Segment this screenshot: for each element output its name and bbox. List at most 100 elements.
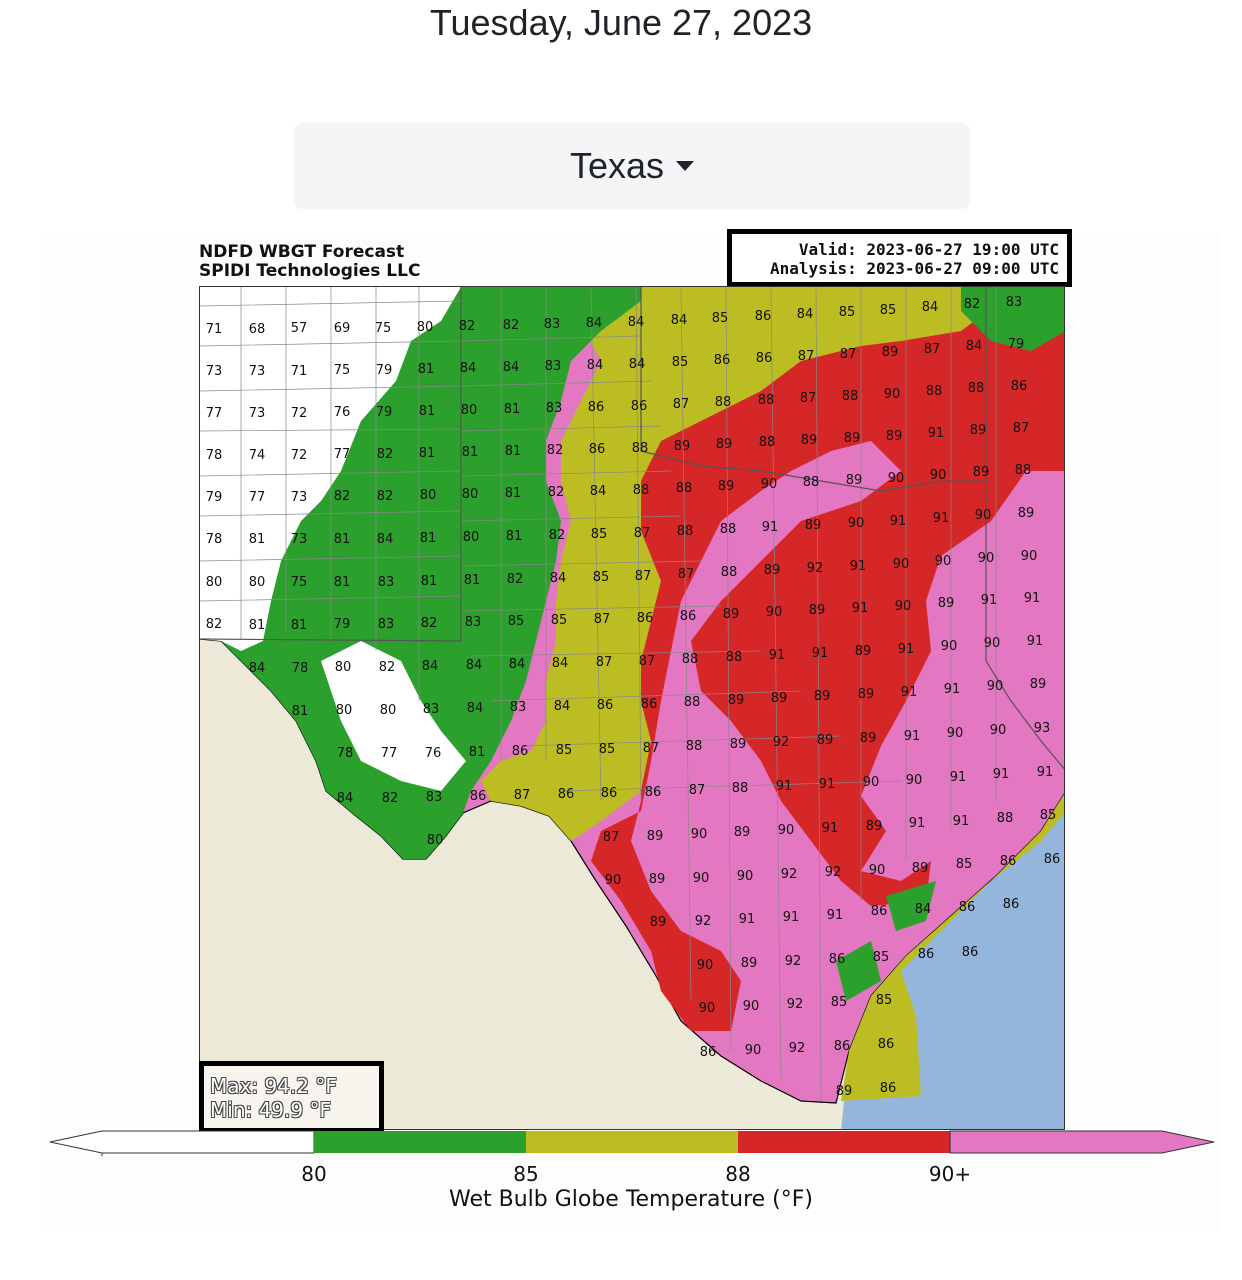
map-value-label: 57 [291,321,308,336]
map-value-label: 84 [509,657,526,672]
map-value-label: 84 [552,656,569,671]
map-source: SPIDI Technologies LLC [199,261,421,281]
map-title: NDFD WBGT Forecast [199,242,405,262]
map-value-label: 88 [682,652,699,667]
wbgt-map[interactable]: 71 68 57 69 75 80 82 82 83 84 84 84 85 86 84 85 85 84 82 83… [199,286,1065,1130]
map-value-label: 86 [871,904,888,919]
map-value-label: 81 [419,446,436,461]
map-value-label: 85 [880,303,897,318]
map-value-label: 80 [249,575,266,590]
map-value-label: 91 [933,511,950,526]
map-value-label: 89 [886,429,903,444]
map-value-label: 87 [1013,421,1030,436]
map-value-label: 89 [970,423,987,438]
max-min-box: Max: 94.2 °F Min: 49.9 °F [199,1061,384,1133]
map-value-label: 85 [556,743,573,758]
map-value-label: 75 [375,321,392,336]
map-value-label: 90 [778,823,795,838]
map-value-label: 75 [291,575,308,590]
map-value-label: 81 [506,529,523,544]
map-value-label: 85 [712,311,729,326]
map-value-label: 89 [723,607,740,622]
map-value-label: 90 [737,869,754,884]
map-value-label: 82 [206,617,223,632]
map-value-label: 82 [334,489,351,504]
map-value-label: 73 [249,364,266,379]
map-value-label: 89 [846,473,863,488]
map-value-label: 89 [882,345,899,360]
map-value-label: 84 [422,659,439,674]
map-value-label: 89 [805,518,822,533]
map-value-label: 85 [876,993,893,1008]
map-value-label: 92 [807,561,824,576]
map-value-label: 83 [545,359,562,374]
colorbar-tick-80: 80 [301,1162,327,1186]
map-value-label: 81 [421,574,438,589]
map-value-label: 80 [427,833,444,848]
map-value-label: 91 [776,779,793,794]
zone-80-85-northeast [961,287,1064,351]
map-value-label: 83 [378,575,395,590]
map-value-label: 86 [755,309,772,324]
map-value-label: 80 [335,660,352,675]
map-value-label: 80 [420,488,437,503]
map-value-label: 91 [827,908,844,923]
map-value-label: 90 [884,387,901,402]
map-value-label: 83 [546,401,563,416]
map-value-label: 92 [787,997,804,1012]
map-value-label: 89 [938,596,955,611]
map-value-label: 91 [981,593,998,608]
map-value-label: 89 [716,437,733,452]
map-value-label: 89 [764,563,781,578]
map-value-label: 86 [880,1081,897,1096]
analysis-time: Analysis: 2023-06-27 09:00 UTC [770,259,1059,278]
map-value-label: 89 [650,915,667,930]
map-value-label: 89 [858,687,875,702]
map-value-label: 83 [426,790,443,805]
map-value-label: 90 [930,468,947,483]
map-value-label: 71 [206,322,223,337]
map-value-label: 91 [904,729,921,744]
map-value-label: 90 [906,773,923,788]
map-value-label: 91 [739,912,756,927]
map-value-label: 86 [589,442,606,457]
map-value-label: 91 [944,682,961,697]
map-value-label: 84 [629,357,646,372]
map-value-label: 87 [673,397,690,412]
map-value-label: 85 [1040,808,1057,823]
map-value-label: 80 [206,575,223,590]
map-value-label: 87 [800,391,817,406]
map-value-label: 85 [831,995,848,1010]
map-value-label: 80 [463,530,480,545]
map-value-label: 90 [888,471,905,486]
map-value-label: 84 [550,571,567,586]
map-value-label: 92 [781,867,798,882]
map-value-label: 79 [376,405,393,420]
map-value-label: 74 [249,448,266,463]
map-value-label: 85 [873,950,890,965]
map-value-label: 85 [551,613,568,628]
map-value-label: 86 [645,785,662,800]
map-value-label: 87 [840,347,857,362]
max-value: Max: 94.2 °F [210,1074,337,1098]
map-value-label: 85 [956,857,973,872]
map-value-label: 89 [718,479,735,494]
map-value-label: 90 [743,999,760,1014]
map-value-label: 88 [632,441,649,456]
map-value-label: 82 [421,616,438,631]
map-value-label: 91 [909,816,926,831]
map-value-label: 91 [898,642,915,657]
map-value-label: 88 [677,524,694,539]
map-value-label: 88 [732,781,749,796]
region-dropdown[interactable]: Texas [294,123,970,209]
zone-85-88-coast [841,794,1064,1101]
map-value-label: 88 [726,650,743,665]
map-value-label: 82 [964,297,981,312]
map-value-label: 80 [336,703,353,718]
map-value-label: 88 [720,522,737,537]
map-value-label: 86 [834,1039,851,1054]
map-value-label: 90 [691,827,708,842]
map-value-label: 87 [596,655,613,670]
map-value-label: 80 [380,703,397,718]
map-value-label: 90 [941,639,958,654]
